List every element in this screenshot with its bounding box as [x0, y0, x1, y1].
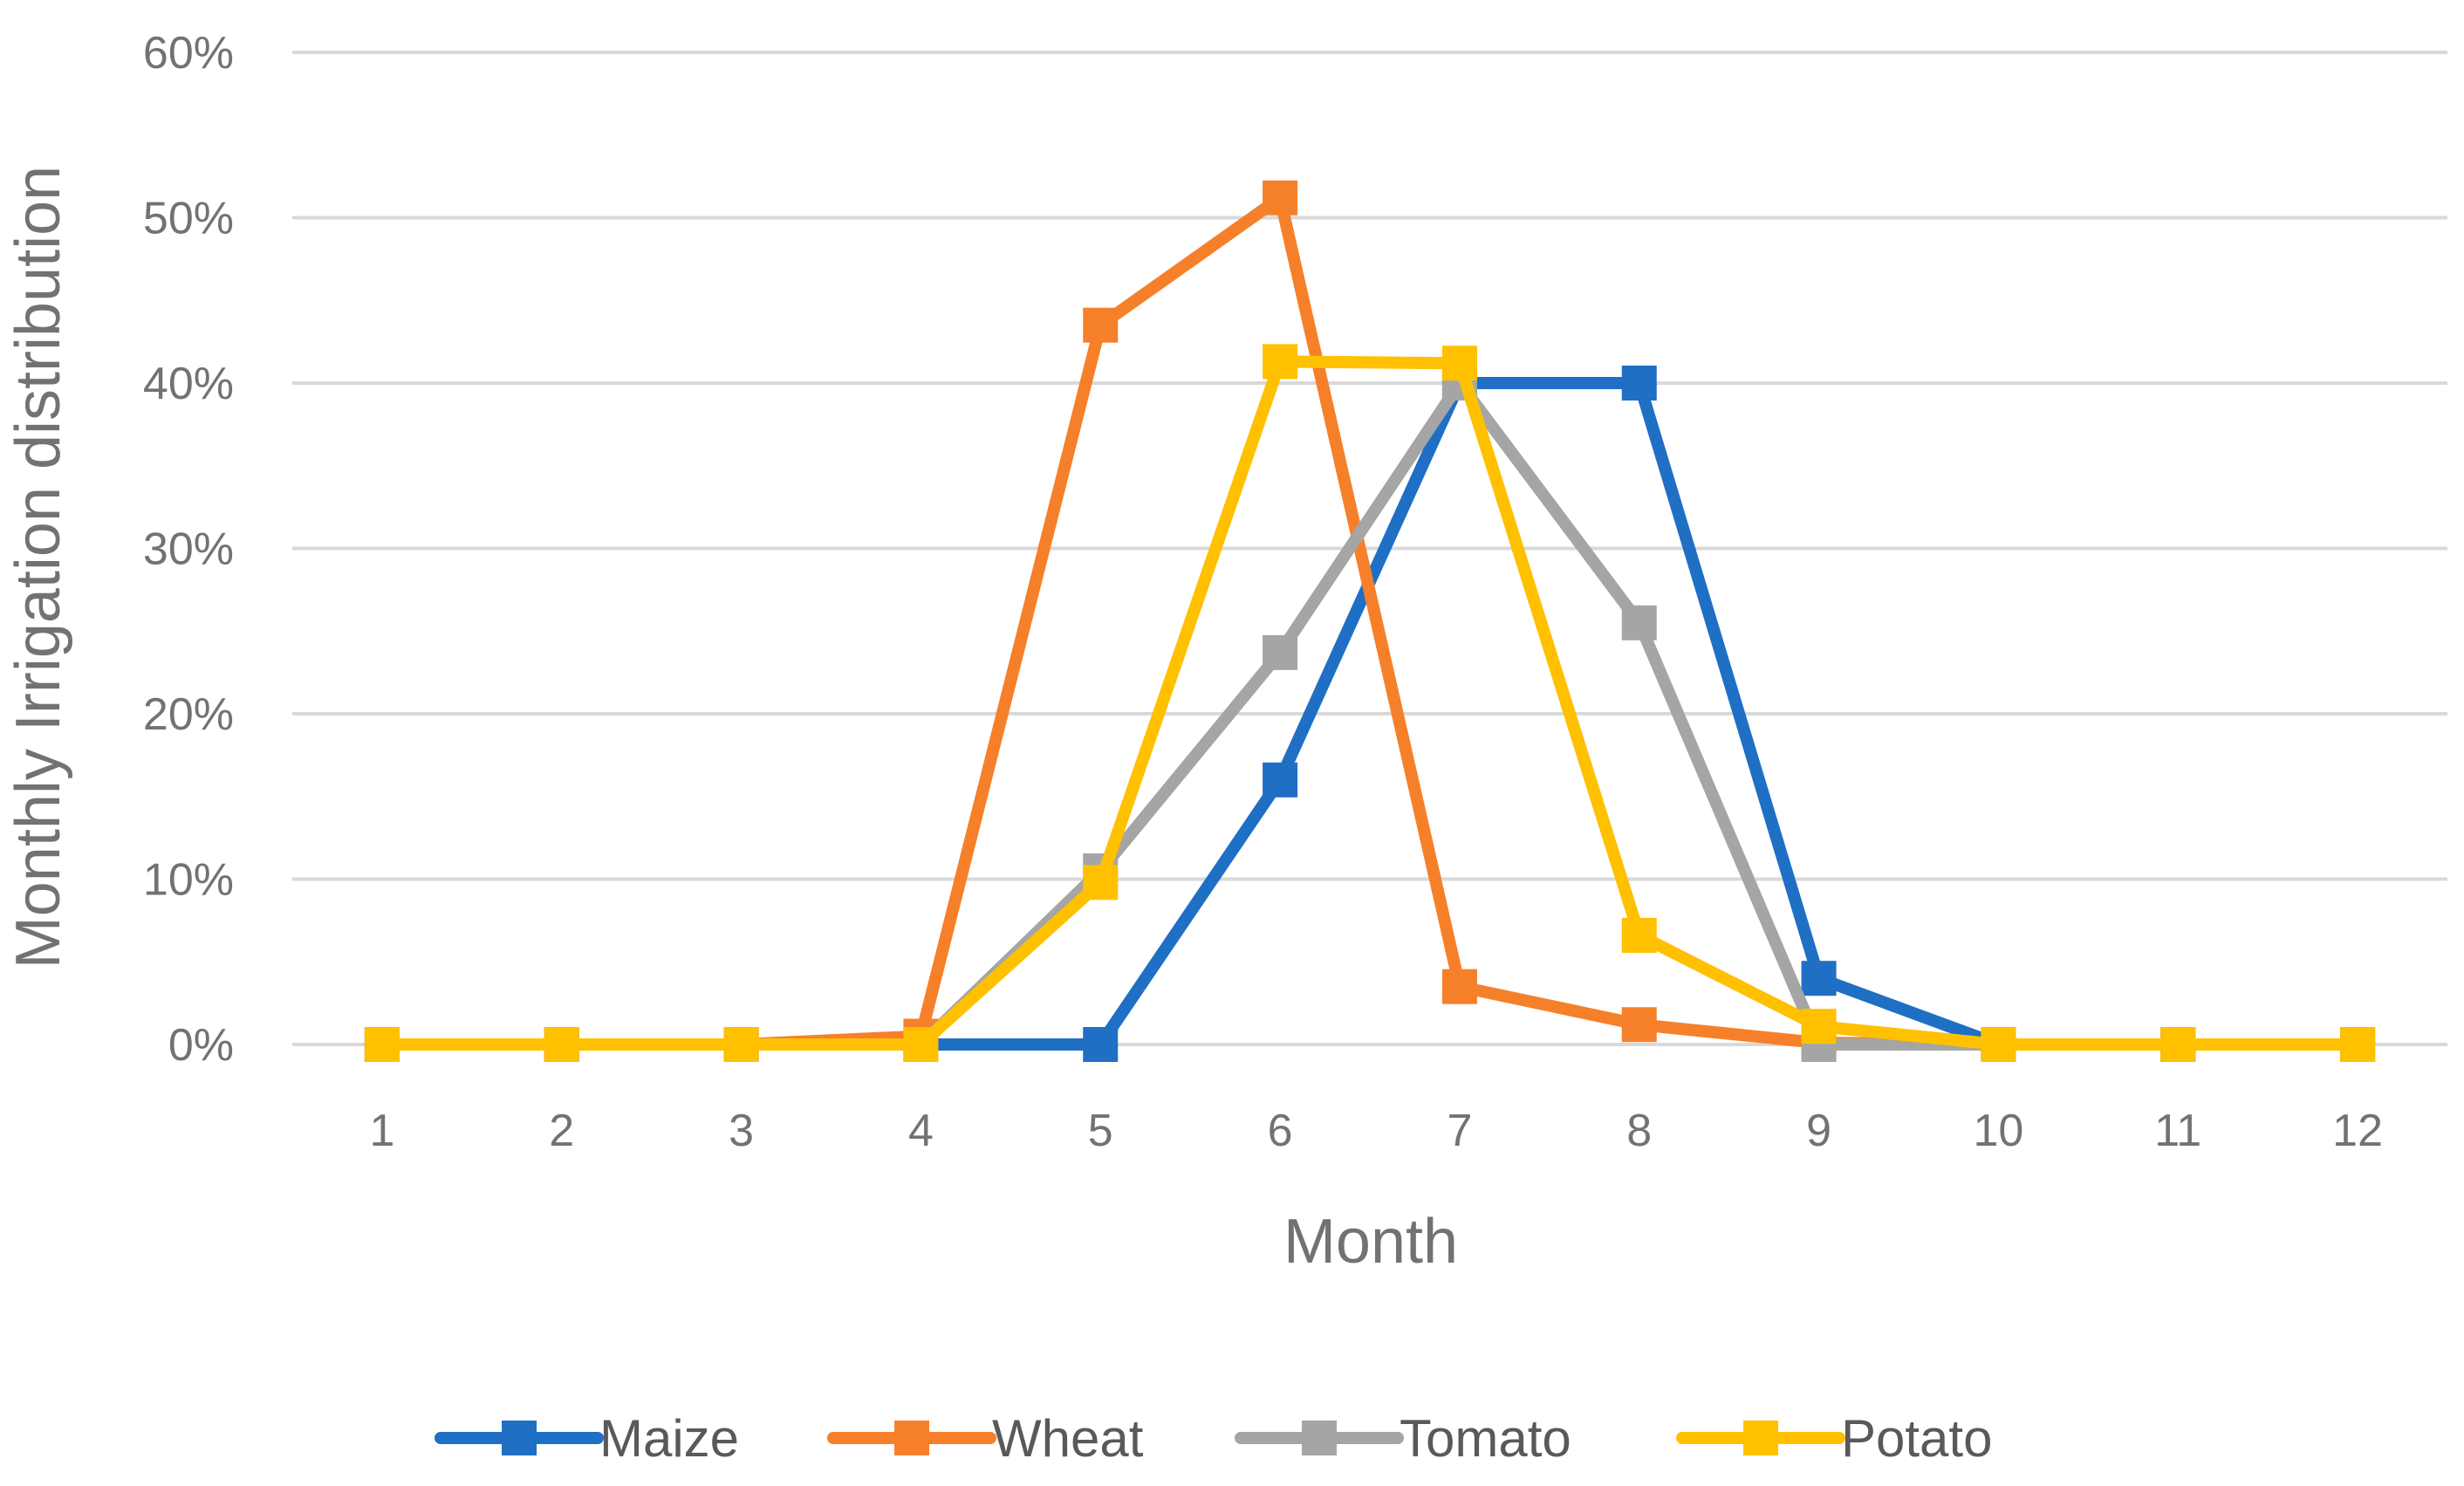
- x-tick-label: 9: [1806, 1106, 1831, 1156]
- x-axis-title: Month: [1283, 1207, 1458, 1277]
- x-tick-label: 8: [1626, 1106, 1652, 1156]
- x-tick-label: 5: [1088, 1106, 1113, 1156]
- data-point: [1263, 634, 1298, 670]
- legend-label: Wheat: [992, 1409, 1144, 1468]
- data-point: [1981, 1027, 2016, 1062]
- series-group: [364, 180, 2376, 1062]
- legend: Maize Wheat Tomato Potato: [435, 1409, 1992, 1468]
- y-tick-label: 60%: [143, 28, 234, 79]
- data-point: [723, 1027, 759, 1062]
- gridlines: [292, 51, 2447, 1046]
- y-tick-label: 50%: [143, 194, 234, 244]
- data-point: [1621, 605, 1657, 640]
- series-potato: [364, 344, 2376, 1062]
- x-tick-label: 2: [549, 1106, 574, 1156]
- data-point: [2160, 1027, 2196, 1062]
- x-tick-label: 7: [1447, 1106, 1472, 1156]
- data-point: [1083, 1027, 1119, 1062]
- data-point: [1083, 865, 1119, 901]
- x-tick-label: 4: [908, 1106, 934, 1156]
- data-point: [1263, 344, 1298, 380]
- legend-swatch-marker: [502, 1421, 537, 1455]
- data-point: [1263, 762, 1298, 798]
- data-point: [1441, 969, 1477, 1004]
- data-point: [1621, 366, 1657, 401]
- x-tick-label: 3: [729, 1106, 754, 1156]
- x-tick-label: 1: [369, 1106, 394, 1156]
- y-tick-label: 20%: [143, 689, 234, 740]
- data-point: [1801, 1009, 1837, 1044]
- y-tick-label: 10%: [143, 855, 234, 906]
- y-tick-label: 30%: [143, 524, 234, 575]
- x-tick-label: 6: [1268, 1106, 1293, 1156]
- legend-item: Tomato: [1235, 1409, 1571, 1468]
- data-point: [1801, 961, 1837, 996]
- data-point: [544, 1027, 579, 1062]
- x-tick-label: 10: [1973, 1106, 2023, 1156]
- series-line: [375, 355, 2365, 1051]
- legend-swatch-marker: [894, 1421, 929, 1455]
- legend-label: Tomato: [1400, 1409, 1571, 1468]
- x-tick-label: 12: [2332, 1106, 2383, 1156]
- y-axis-ticks: 0% 10% 20% 30% 40% 50% 60%: [143, 28, 234, 1071]
- y-tick-label: 40%: [143, 359, 234, 409]
- x-axis-ticks: 1 2 3 4 5 6 7 8 9 10 11 12: [369, 1106, 2383, 1156]
- data-point: [903, 1027, 939, 1062]
- data-point: [1621, 1007, 1657, 1043]
- data-point: [1263, 180, 1298, 216]
- series-line: [375, 191, 2365, 1051]
- legend-item: Wheat: [827, 1409, 1144, 1468]
- legend-item: Maize: [435, 1409, 739, 1468]
- legend-label: Maize: [599, 1409, 739, 1468]
- data-point: [1083, 307, 1119, 343]
- y-tick-label: 0%: [168, 1020, 234, 1071]
- data-point: [1441, 346, 1477, 381]
- data-point: [1621, 917, 1657, 953]
- x-tick-label: 11: [2154, 1106, 2201, 1156]
- legend-item: Potato: [1676, 1409, 1992, 1468]
- legend-swatch-marker: [1743, 1421, 1778, 1455]
- legend-label: Potato: [1841, 1409, 1992, 1468]
- y-axis-title: Monthly Irrigation distribution: [3, 166, 73, 969]
- data-point: [364, 1027, 400, 1062]
- legend-swatch-marker: [1302, 1421, 1337, 1455]
- data-point: [2340, 1027, 2376, 1062]
- series-wheat: [364, 180, 2376, 1062]
